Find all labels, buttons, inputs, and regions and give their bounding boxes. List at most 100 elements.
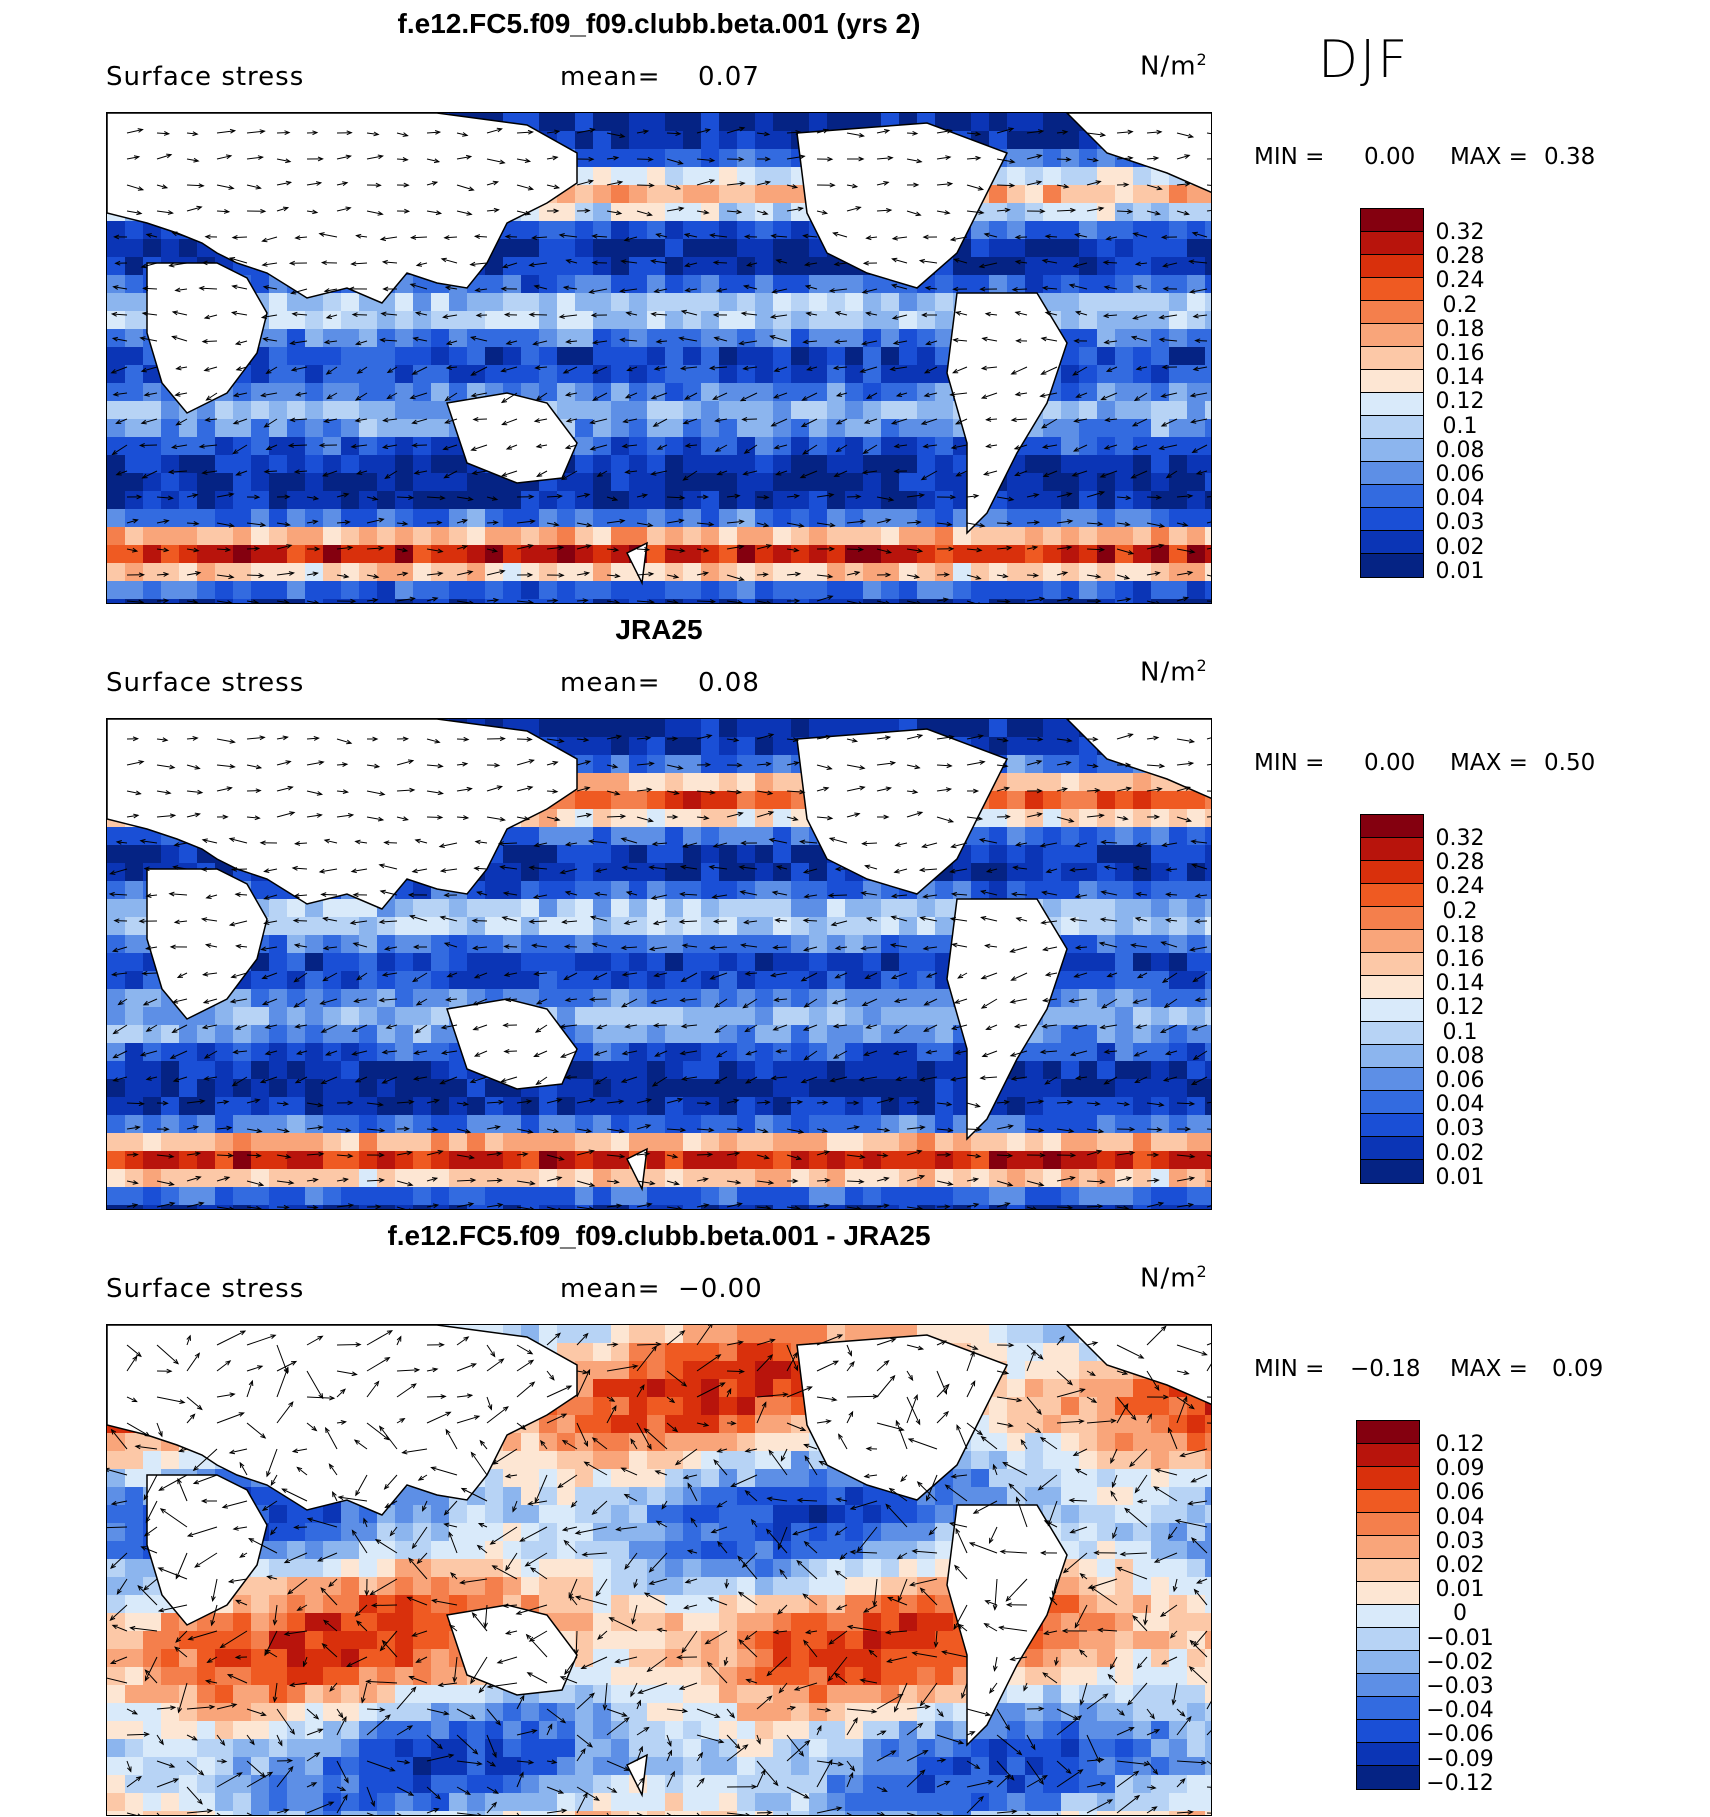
stress-shading-cell [809, 347, 828, 366]
stress-shading-cell [1205, 845, 1212, 864]
stress-shading-cell [809, 275, 828, 294]
stress-shading-cell [431, 1151, 450, 1170]
stress-shading-cell [737, 1025, 756, 1044]
stress-shading-cell [665, 491, 684, 510]
stress-shading-cell [917, 599, 936, 604]
stress-shading-cell [557, 113, 576, 132]
stress-shading-cell [251, 1061, 270, 1080]
stress-shading-cell [1079, 347, 1098, 366]
stress-shading-cell [917, 527, 936, 546]
stress-shading-cell [377, 1205, 396, 1210]
stress-shading-cell [773, 827, 792, 846]
stress-vector [353, 315, 367, 316]
stress-shading-cell [611, 383, 630, 402]
colorbar-tick-label: 0.24 [1420, 268, 1500, 293]
stress-shading-cell [1097, 1007, 1116, 1026]
stress-shading-cell [1133, 221, 1152, 240]
stress-shading-cell [449, 935, 468, 954]
stress-shading-cell [287, 1205, 306, 1210]
stress-shading-cell [593, 365, 612, 384]
stress-shading-cell [1079, 917, 1098, 936]
stress-shading-cell [1079, 293, 1098, 312]
stress-shading-cell [215, 1061, 234, 1080]
stress-shading-cell [485, 1169, 504, 1188]
stress-shading-cell [971, 527, 990, 546]
stress-shading-cell [557, 827, 576, 846]
stress-shading-cell [431, 329, 450, 348]
stress-shading-cell [791, 113, 810, 132]
stress-shading-cell [1061, 311, 1080, 330]
stress-shading-cell [1205, 1115, 1212, 1134]
stress-shading-cell [539, 311, 558, 330]
stress-shading-cell [737, 809, 756, 828]
stress-shading-cell [269, 989, 288, 1008]
stress-shading-cell [269, 329, 288, 348]
stress-shading-cell [575, 437, 594, 456]
stress-shading-cell [629, 809, 648, 828]
stress-shading-cell [1169, 827, 1188, 846]
stress-shading-cell [323, 1133, 342, 1152]
stress-shading-cell [395, 935, 414, 954]
stress-shading-cell [485, 1133, 504, 1152]
stress-shading-cell [845, 437, 864, 456]
stress-shading-cell [809, 599, 828, 604]
stress-shading-cell [575, 347, 594, 366]
stress-shading-cell [485, 935, 504, 954]
stress-shading-cell [917, 509, 936, 528]
stress-shading-cell [1187, 599, 1206, 604]
stress-shading-cell [629, 365, 648, 384]
stress-shading-cell [575, 329, 594, 348]
stress-shading-cell [1097, 527, 1116, 546]
stress-shading-cell [1043, 185, 1062, 204]
stress-shading-cell [503, 581, 522, 600]
colorbar-swatch [1361, 554, 1423, 577]
stress-shading-cell [593, 791, 612, 810]
stress-shading-cell [143, 1187, 162, 1206]
stress-shading-cell [1205, 899, 1212, 918]
stress-shading-cell [269, 347, 288, 366]
stress-shading-cell [287, 989, 306, 1008]
stress-shading-cell [1115, 257, 1134, 276]
stress-shading-cell [683, 1079, 702, 1098]
stress-shading-cell [935, 1187, 954, 1206]
stress-shading-cell [683, 1151, 702, 1170]
stress-shading-cell [521, 899, 540, 918]
stress-shading-cell [701, 971, 720, 990]
stress-shading-cell [881, 899, 900, 918]
stress-shading-cell [899, 419, 918, 438]
stress-shading-cell [467, 581, 486, 600]
stress-shading-cell [701, 455, 720, 474]
stress-shading-cell [359, 1169, 378, 1188]
stress-shading-cell [395, 491, 414, 510]
stress-shading-cell [1133, 509, 1152, 528]
stress-shading-cell [773, 1007, 792, 1026]
stress-shading-cell [629, 1097, 648, 1116]
stress-shading-cell [1061, 863, 1080, 882]
stress-shading-cell [629, 437, 648, 456]
stress-shading-cell [773, 1079, 792, 1098]
stress-shading-cell [485, 527, 504, 546]
stress-shading-cell [1133, 845, 1152, 864]
stress-shading-cell [539, 383, 558, 402]
stress-shading-cell [989, 113, 1008, 132]
stress-shading-cell [431, 455, 450, 474]
stress-shading-cell [989, 257, 1008, 276]
stress-shading-cell [773, 1115, 792, 1134]
stress-shading-cell [629, 827, 648, 846]
stress-shading-cell [431, 1097, 450, 1116]
stress-shading-cell [323, 401, 342, 420]
stress-shading-cell [521, 1133, 540, 1152]
stress-shading-cell [791, 917, 810, 936]
stress-shading-cell [395, 1187, 414, 1206]
stress-shading-cell [557, 239, 576, 258]
stress-shading-cell [1115, 275, 1134, 294]
stress-shading-cell [665, 347, 684, 366]
stress-shading-cell [179, 1097, 198, 1116]
stress-shading-cell [665, 203, 684, 222]
stress-shading-cell [845, 401, 864, 420]
stress-shading-cell [287, 1151, 306, 1170]
stress-shading-cell [395, 419, 414, 438]
stress-shading-cell [1097, 203, 1116, 222]
stress-shading-cell [755, 827, 774, 846]
stress-shading-cell [359, 545, 378, 564]
